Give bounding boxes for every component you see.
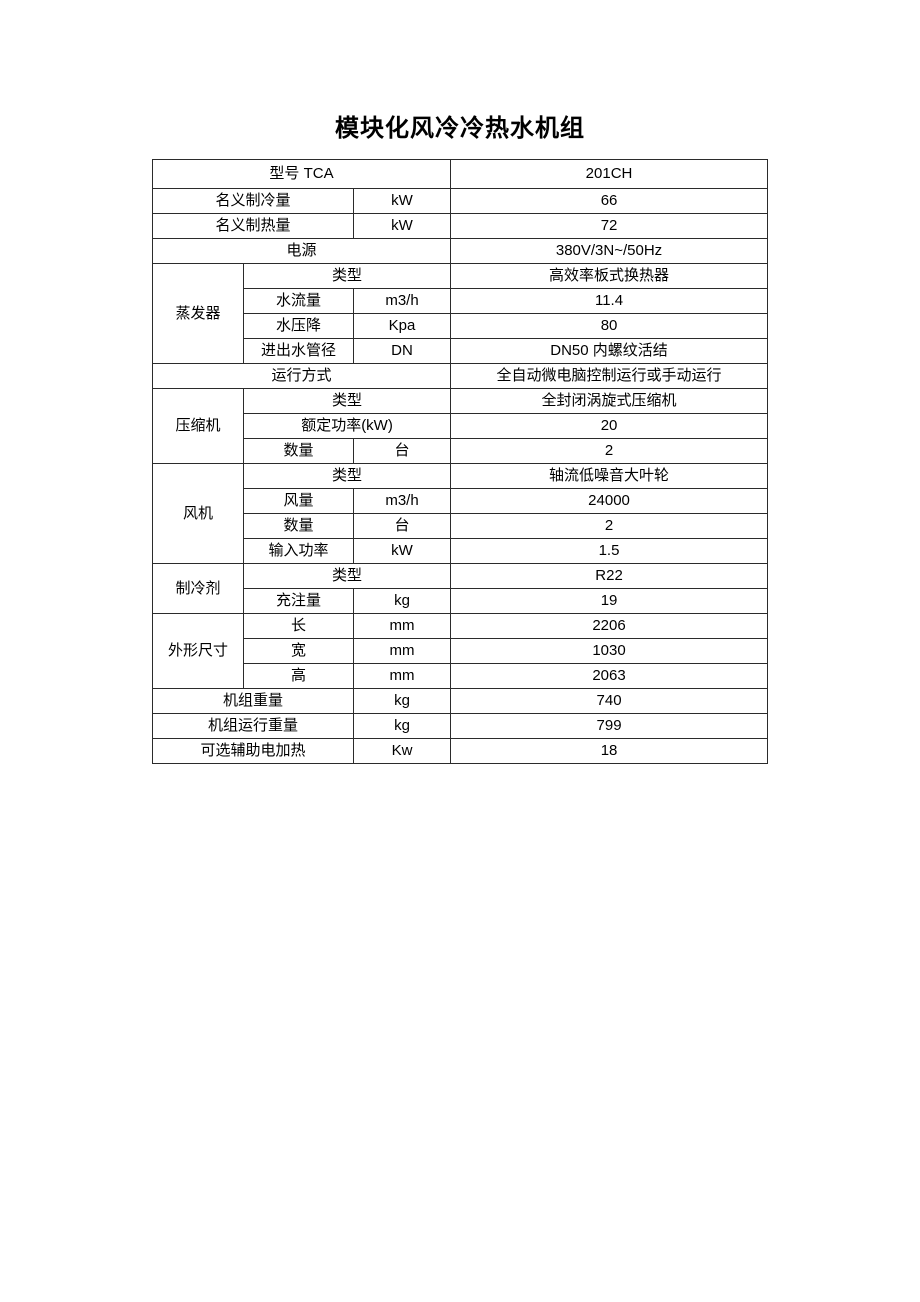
- row-label: 风量: [243, 488, 354, 514]
- row-label: 类型: [242, 263, 452, 289]
- row-value: 2: [450, 438, 769, 464]
- row-label: 额定功率(kW): [242, 413, 452, 439]
- row-label: 水流量: [243, 288, 354, 314]
- row-value: 19: [450, 588, 769, 614]
- row-value: R22: [450, 563, 769, 589]
- table-row: 充注量 kg 19: [153, 588, 769, 614]
- row-unit: Kpa: [352, 313, 452, 339]
- row-unit: mm: [352, 663, 452, 689]
- row-value: 72: [450, 213, 769, 239]
- row-value: 1.5: [450, 538, 769, 564]
- row-value: 799: [450, 713, 769, 739]
- row-label: 名义制热量: [152, 213, 354, 239]
- row-label: 机组重量: [152, 688, 354, 714]
- table-row: 水压降 Kpa 80: [153, 313, 769, 339]
- spec-table: 型号 TCA 201CH 名义制冷量 kW 66 名义制热量 kW 72 电源 …: [151, 159, 769, 764]
- table-row: 机组运行重量 kg 799: [152, 713, 769, 739]
- table-row: 机组重量 kg 740: [152, 688, 769, 714]
- row-label: 可选辅助电加热: [152, 738, 354, 764]
- table-row: 进出水管径 DN DN50 内螺纹活结: [153, 338, 769, 364]
- row-label: 类型: [242, 563, 452, 589]
- row-label: 水压降: [243, 313, 354, 339]
- row-value: 轴流低噪音大叶轮: [450, 463, 769, 489]
- table-row: 宽 mm 1030: [153, 638, 769, 664]
- table-row: 额定功率(kW) 20: [153, 413, 769, 439]
- table-row: 型号 TCA 201CH: [151, 159, 769, 189]
- row-label: 数量: [243, 438, 354, 464]
- row-label: 类型: [242, 388, 452, 414]
- row-label: 运行方式: [151, 363, 452, 389]
- row-unit: mm: [352, 638, 452, 664]
- row-label: 进出水管径: [243, 338, 354, 364]
- row-unit: m3/h: [352, 488, 452, 514]
- row-unit: kg: [352, 713, 452, 739]
- row-label: 充注量: [243, 588, 354, 614]
- group-label: 压缩机: [152, 388, 244, 464]
- row-unit: kg: [352, 688, 452, 714]
- row-label: 高: [243, 663, 354, 689]
- page-title: 模块化风冷冷热水机组: [335, 115, 585, 142]
- table-row: 外形尺寸 长 mm 2206: [152, 613, 769, 689]
- row-unit: kW: [352, 188, 452, 214]
- table-row: 压缩机 类型 全封闭涡旋式压缩机: [152, 388, 769, 464]
- table-row: 水流量 m3/h 11.4: [153, 288, 769, 314]
- group-label: 蒸发器: [152, 263, 244, 364]
- row-unit: DN: [352, 338, 452, 364]
- row-label: 类型: [242, 463, 452, 489]
- table-row: 蒸发器 类型 高效率板式换热器: [152, 263, 769, 364]
- row-value: 740: [450, 688, 769, 714]
- row-value: 2: [450, 513, 769, 539]
- row-label: 输入功率: [243, 538, 354, 564]
- table-row: 高 mm 2063: [153, 663, 769, 689]
- table-row: 数量 台 2: [153, 438, 769, 464]
- row-value: 11.4: [450, 288, 769, 314]
- table-row: 运行方式 全自动微电脑控制运行或手动运行: [151, 363, 769, 389]
- table-row: 输入功率 kW 1.5: [153, 538, 769, 564]
- row-value: 66: [450, 188, 769, 214]
- row-unit: 台: [352, 438, 452, 464]
- table-row: 名义制热量 kW 72: [152, 213, 769, 239]
- row-label: 宽: [243, 638, 354, 664]
- row-value: 80: [450, 313, 769, 339]
- row-value: 全封闭涡旋式压缩机: [450, 388, 769, 414]
- row-value: 全自动微电脑控制运行或手动运行: [450, 363, 769, 389]
- row-value: DN50 内螺纹活结: [450, 338, 769, 364]
- row-value: 201CH: [450, 159, 769, 189]
- row-unit: 台: [352, 513, 452, 539]
- row-label: 长: [243, 613, 354, 639]
- group-label: 制冷剂: [152, 563, 244, 614]
- row-unit: kW: [352, 213, 452, 239]
- row-unit: kg: [352, 588, 452, 614]
- row-value: 18: [450, 738, 769, 764]
- group-label: 外形尺寸: [152, 613, 244, 689]
- group-label: 风机: [152, 463, 244, 564]
- row-value: 2063: [450, 663, 769, 689]
- table-row: 风机 类型 轴流低噪音大叶轮: [152, 463, 769, 564]
- row-value: 1030: [450, 638, 769, 664]
- row-label: 数量: [243, 513, 354, 539]
- table-row: 制冷剂 类型 R22: [152, 563, 769, 614]
- table-row: 名义制冷量 kW 66: [152, 188, 769, 214]
- row-label: 型号 TCA: [151, 159, 452, 189]
- table-row: 数量 台 2: [153, 513, 769, 539]
- row-value: 24000: [450, 488, 769, 514]
- document-page: 模块化风冷冷热水机组 型号 TCA 201CH 名义制冷量 kW 66 名义制热…: [151, 112, 769, 764]
- row-value: 20: [450, 413, 769, 439]
- row-value: 高效率板式换热器: [450, 263, 769, 289]
- row-label: 名义制冷量: [152, 188, 354, 214]
- row-label: 电源: [151, 238, 452, 264]
- table-row: 可选辅助电加热 Kw 18: [152, 738, 769, 764]
- row-value: 380V/3N~/50Hz: [450, 238, 769, 264]
- table-row: 电源 380V/3N~/50Hz: [151, 238, 769, 264]
- table-row: 风量 m3/h 24000: [153, 488, 769, 514]
- row-unit: m3/h: [352, 288, 452, 314]
- row-unit: kW: [352, 538, 452, 564]
- row-unit: Kw: [352, 738, 452, 764]
- row-label: 机组运行重量: [152, 713, 354, 739]
- row-value: 2206: [450, 613, 769, 639]
- row-unit: mm: [352, 613, 452, 639]
